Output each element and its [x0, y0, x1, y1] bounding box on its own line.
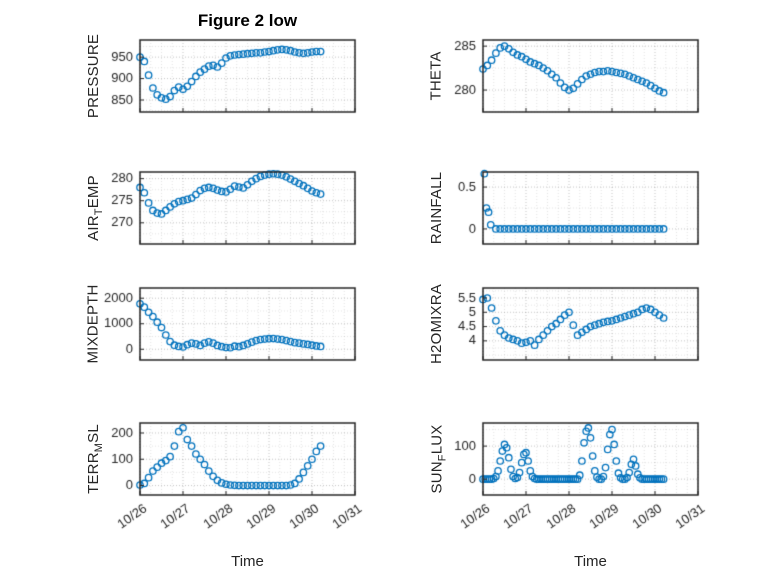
subplot-pressure: PRESSURE [85, 33, 363, 120]
subplot-rainfall: RAINFALL [428, 167, 706, 252]
subplot-mixdepth: MIXDEPTH [85, 283, 363, 368]
subplot-theta: THETA [428, 35, 706, 120]
theta-plot-canvas [431, 35, 706, 120]
y-axis-label-terr-msl: TERRMSL [85, 424, 106, 494]
subplot-h2omixra: H2OMIXRA [428, 283, 706, 368]
y-axis-label-mixdepth: MIXDEPTH [85, 284, 103, 364]
y-axis-label-sun-flux: SUNFLUX [428, 424, 449, 494]
h2omixra-plot-canvas [431, 283, 706, 368]
x-axis-label-left: Time [231, 553, 264, 570]
rainfall-plot-canvas [431, 167, 706, 252]
air-temp-plot-canvas [88, 167, 363, 252]
subplot-air-temp: AIRTEMP [85, 167, 363, 252]
y-axis-label-pressure: PRESSURE [85, 33, 102, 119]
y-axis-label-h2omixra: H2OMIXRA [428, 284, 446, 364]
subplot-terr-msl: TERRMSL [85, 418, 363, 567]
mixdepth-plot-canvas [88, 283, 363, 368]
subplot-sun-flux: SUNFLUX [428, 418, 706, 567]
pressure-plot-canvas [88, 35, 363, 120]
sun-flux-plot-canvas [431, 418, 706, 567]
y-axis-label-theta: THETA [428, 51, 445, 101]
y-axis-label-air-temp: AIRTEMP [85, 175, 106, 241]
x-axis-label-right: Time [574, 553, 607, 570]
figure-title: Figure 2 low [197, 11, 298, 30]
terr-msl-plot-canvas [88, 418, 363, 567]
y-axis-label-rainfall: RAINFALL [428, 171, 445, 245]
